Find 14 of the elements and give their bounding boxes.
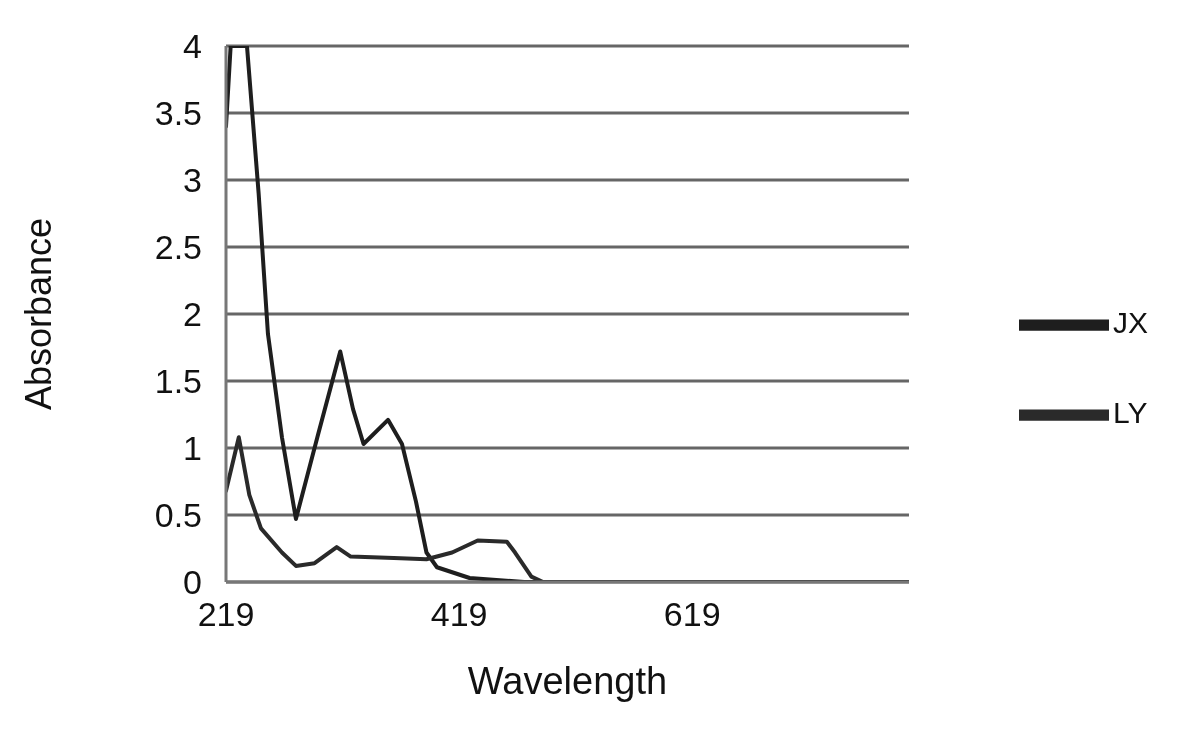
legend-label: LY: [1112, 395, 1148, 429]
y-tick-label: 4: [183, 27, 202, 66]
legend-label: JX: [1112, 305, 1148, 339]
y-tick-label: 3: [183, 161, 202, 200]
x-tick-label: 619: [663, 595, 721, 634]
y-axis-title: Absorbance: [17, 217, 59, 411]
y-tick-label: 1.5: [154, 362, 202, 401]
x-tick-label: 419: [430, 595, 488, 634]
y-tick-label: 2.5: [154, 228, 202, 267]
y-tick-label: 0.5: [154, 496, 202, 535]
y-tick-label: 2: [183, 295, 202, 334]
y-tick-label: 1: [183, 429, 202, 468]
y-tick-label: 3.5: [154, 94, 202, 133]
x-axis-title: Wavelength: [467, 660, 668, 702]
